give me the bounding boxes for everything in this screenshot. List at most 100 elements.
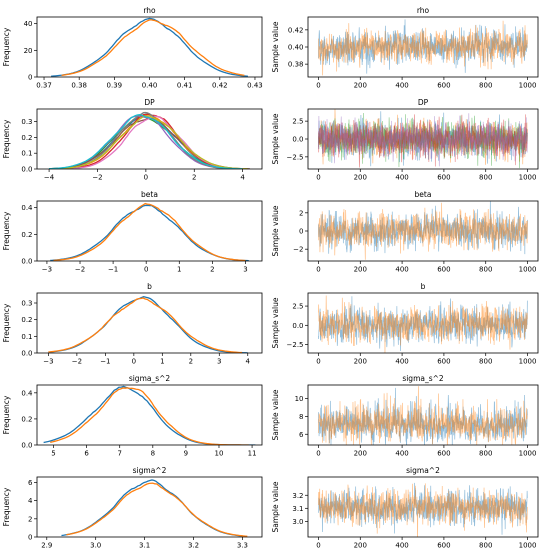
panel-1: rho Sample value 0 200 400 600 800 1000 0.38 0.40… xyxy=(271,6,539,90)
x-tick-label: 11 xyxy=(248,450,257,458)
panel-9: sigma_s^2 Sample value 0 200 400 600 800 1000 6 8… xyxy=(271,374,539,458)
y-axis-label: Sample value xyxy=(271,297,280,348)
plot-frame xyxy=(307,476,539,538)
y-tick-label: 6 xyxy=(299,431,304,439)
plot-area xyxy=(318,19,528,76)
x-tick-label: 1000 xyxy=(519,82,537,90)
y-tick-label: 3.2 xyxy=(292,492,303,500)
x-tick-label: 0.41 xyxy=(177,82,193,90)
x-tick-label: 0.38 xyxy=(71,82,87,90)
y-tick-label: 0.38 xyxy=(288,61,304,69)
y-axis-label: Sample value xyxy=(271,389,280,440)
y-tick-label: 0 xyxy=(28,534,32,542)
density-line-2 xyxy=(51,114,246,169)
x-tick-label: 0 xyxy=(316,82,320,90)
density-line-0 xyxy=(49,113,248,169)
x-tick-label: 5 xyxy=(51,450,55,458)
y-tick-label: 0.0 xyxy=(21,442,32,450)
panel-title: DP xyxy=(418,98,429,107)
x-tick-label: 1 xyxy=(160,358,164,366)
panel-title: DP xyxy=(144,98,155,107)
y-tick-label: 2 xyxy=(299,209,303,217)
y-axis-label: Sample value xyxy=(271,21,280,72)
x-tick-label: 400 xyxy=(395,266,408,274)
plot-area xyxy=(318,109,528,169)
y-tick-label: 0.4 xyxy=(21,389,33,397)
y-tick-label: 0.2 xyxy=(21,316,32,324)
y-tick-label: 0 xyxy=(28,74,32,82)
y-axis-label: Frequency xyxy=(2,487,11,526)
x-tick-label: −4 xyxy=(44,174,55,182)
x-tick-label: 0.42 xyxy=(212,82,228,90)
y-axis-label: Frequency xyxy=(2,27,11,66)
x-tick-label: 0 xyxy=(316,358,320,366)
y-tick-label: 2.5 xyxy=(292,303,303,311)
y-axis-label: Sample value xyxy=(271,481,280,532)
y-tick-label: 0.0 xyxy=(21,258,32,266)
x-tick-label: 9 xyxy=(184,450,188,458)
x-tick-label: 7 xyxy=(117,450,121,458)
x-tick-label: 0 xyxy=(144,266,148,274)
density-line-5 xyxy=(49,117,250,169)
y-tick-label: 0.3 xyxy=(21,118,32,126)
trace-line-1 xyxy=(318,483,528,537)
x-tick-label: 400 xyxy=(395,174,408,182)
x-tick-label: 200 xyxy=(354,174,367,182)
y-axis-label: Frequency xyxy=(2,211,11,250)
y-tick-label: 3.1 xyxy=(292,505,303,513)
y-axis-label: Sample value xyxy=(271,113,280,164)
plot-frame xyxy=(307,384,539,446)
y-tick-label: 0.0 xyxy=(292,136,303,144)
x-tick-label: 3.0 xyxy=(90,542,101,550)
x-tick-label: 2.9 xyxy=(41,542,52,550)
y-tick-label: 0.0 xyxy=(21,350,32,358)
x-tick-label: 3 xyxy=(217,358,221,366)
density-line-0 xyxy=(48,295,248,353)
density-line-1 xyxy=(48,297,243,353)
x-tick-label: 200 xyxy=(354,358,367,366)
y-tick-label: −2.5 xyxy=(287,153,304,161)
x-tick-label: 600 xyxy=(437,358,450,366)
density-line-4 xyxy=(53,115,238,169)
y-tick-label: 10 xyxy=(295,395,304,403)
x-tick-label: 2 xyxy=(192,174,196,182)
x-tick-label: 800 xyxy=(479,450,492,458)
y-axis-label: Frequency xyxy=(2,395,11,434)
x-tick-label: 1000 xyxy=(519,358,537,366)
density-line-1 xyxy=(66,482,248,537)
trace-line-1 xyxy=(318,295,528,353)
y-tick-label: 0.3 xyxy=(21,300,32,308)
panel-title: sigma^2 xyxy=(133,466,167,475)
x-tick-label: 0 xyxy=(144,174,148,182)
density-line-0 xyxy=(50,204,249,261)
trace-line-4 xyxy=(318,113,528,167)
x-tick-label: 0.40 xyxy=(142,82,158,90)
y-tick-label: 2.5 xyxy=(292,118,303,126)
x-tick-label: 600 xyxy=(437,82,450,90)
y-tick-label: −2 xyxy=(293,246,303,254)
x-tick-label: 4 xyxy=(246,358,251,366)
density-line-0 xyxy=(43,385,256,445)
y-tick-label: 0.0 xyxy=(21,166,32,174)
y-tick-label: 0 xyxy=(299,228,303,236)
plot-area xyxy=(48,295,248,353)
y-tick-label: 0.40 xyxy=(288,44,304,52)
x-tick-label: 6 xyxy=(84,450,89,458)
panel-4: beta Frequency −3 −2 −1 0 1 2 3 0.0 0.2 0.4 xyxy=(2,190,263,274)
density-line-1 xyxy=(61,19,245,76)
panel-10: sigma^2 Frequency 2.9 3.0 3.1 3.2 3.3 0 2 4 6 xyxy=(2,466,263,550)
y-tick-label: 0.4 xyxy=(21,204,33,212)
trace-line-1 xyxy=(318,386,528,445)
panel-title: sigma_s^2 xyxy=(402,374,444,383)
plot-area xyxy=(43,385,256,445)
y-tick-label: 4 xyxy=(28,497,33,505)
y-tick-label: 6 xyxy=(28,479,33,487)
x-tick-label: 1 xyxy=(177,266,181,274)
y-axis-label: Frequency xyxy=(2,119,11,158)
x-tick-label: 800 xyxy=(479,358,492,366)
plot-frame xyxy=(36,16,263,78)
panel-title: rho xyxy=(417,6,430,15)
x-tick-label: 800 xyxy=(479,542,492,550)
plot-area xyxy=(318,482,528,537)
y-tick-label: 2 xyxy=(28,515,32,523)
